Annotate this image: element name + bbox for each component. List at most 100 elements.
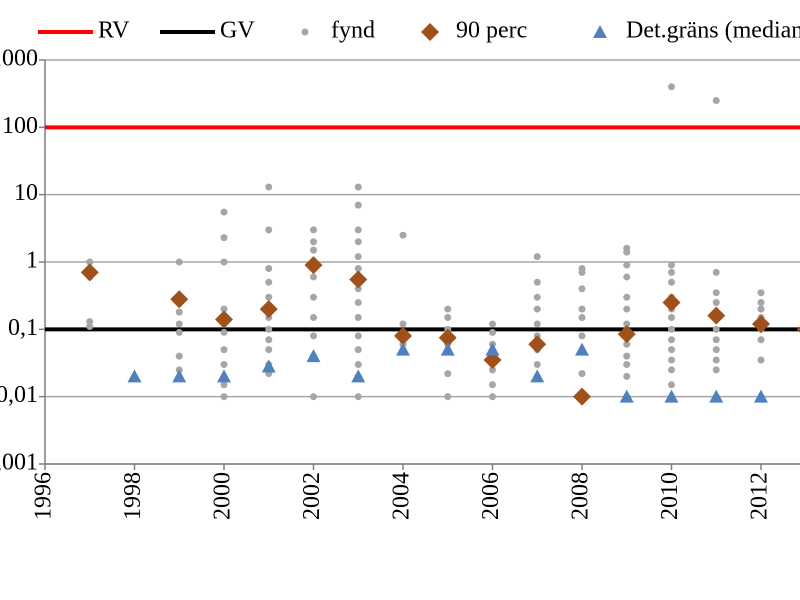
data-point: [757, 356, 765, 364]
data-point: [265, 226, 273, 234]
data-point: [578, 268, 586, 276]
data-point: [354, 393, 362, 401]
data-point: [444, 313, 452, 321]
data-point: [533, 320, 541, 328]
data-point: [578, 370, 586, 378]
data-point: [623, 340, 631, 348]
data-point: [757, 305, 765, 313]
data-point: [707, 306, 726, 325]
legend-label: fynd: [331, 18, 375, 44]
data-point: [310, 273, 317, 281]
data-point: [752, 315, 770, 334]
data-point: [754, 389, 768, 403]
data-point: [796, 326, 800, 333]
data-point: [623, 273, 631, 281]
data-point: [619, 389, 634, 403]
data-point: [668, 83, 675, 91]
data-point: [578, 332, 586, 340]
legend-swatch: [421, 23, 439, 41]
data-point: [712, 336, 720, 344]
data-point: [220, 346, 228, 354]
data-point: [259, 300, 278, 319]
data-point: [354, 238, 362, 246]
data-point: [485, 342, 500, 356]
data-point: [306, 349, 321, 363]
data-point: [310, 293, 317, 301]
data-point: [668, 366, 675, 374]
data-point: [354, 265, 362, 273]
data-point: [217, 369, 231, 383]
data-point: [396, 342, 410, 356]
data-point: [668, 336, 675, 344]
data-point: [265, 293, 273, 301]
data-point: [127, 369, 142, 383]
y-tick-label: 100: [2, 113, 38, 139]
data-point: [623, 372, 631, 380]
data-point: [351, 369, 366, 383]
data-point: [310, 238, 317, 246]
data-point: [573, 387, 591, 406]
data-point: [438, 328, 457, 347]
data-point: [220, 393, 228, 401]
data-point: [757, 336, 765, 344]
data-point: [310, 332, 317, 340]
data-point: [578, 305, 586, 313]
data-point: [623, 305, 631, 313]
data-point: [265, 325, 273, 333]
data-point: [220, 234, 228, 242]
data-point: [623, 352, 631, 360]
x-tick-label: 2010: [657, 472, 683, 520]
data-point: [668, 356, 675, 364]
data-point: [354, 299, 362, 307]
data-point: [354, 332, 362, 340]
data-point: [220, 381, 228, 389]
data-point: [489, 328, 496, 336]
data-point: [86, 323, 94, 331]
data-point: [668, 381, 675, 389]
y-tick-label: 10: [14, 180, 38, 206]
data-point: [354, 346, 362, 354]
data-point: [175, 258, 183, 266]
data-point: [310, 226, 317, 234]
data-point: [578, 285, 586, 293]
data-point: [757, 289, 765, 297]
data-point: [712, 299, 720, 307]
data-point: [668, 346, 675, 354]
data-point: [668, 313, 675, 321]
data-point: [265, 346, 273, 354]
legend-label: GV: [220, 18, 255, 44]
data-point: [394, 326, 412, 345]
data-point: [354, 285, 362, 293]
data-point: [310, 246, 317, 254]
data-point: [528, 335, 547, 354]
data-point: [175, 308, 183, 316]
data-point: [220, 305, 228, 313]
data-point: [617, 325, 636, 344]
data-point: [261, 359, 276, 373]
data-point: [310, 313, 317, 321]
x-tick-label: 2000: [210, 472, 236, 520]
data-point: [623, 361, 631, 369]
data-point: [444, 305, 452, 313]
data-point: [304, 256, 323, 275]
data-point: [220, 361, 228, 369]
data-point: [668, 261, 675, 269]
data-point: [533, 278, 541, 286]
data-point: [310, 393, 317, 401]
data-point: [220, 258, 228, 266]
legend-swatch: [301, 28, 309, 36]
data-point: [354, 253, 362, 261]
data-point: [444, 370, 452, 378]
data-point: [533, 253, 541, 261]
data-point: [354, 183, 362, 191]
data-point: [668, 278, 675, 286]
data-point: [662, 293, 681, 312]
data-point: [354, 313, 362, 321]
data-point: [668, 268, 675, 276]
x-tick-label: 2012: [747, 472, 773, 520]
data-point: [709, 389, 724, 403]
data-point: [712, 346, 720, 354]
data-point: [668, 325, 675, 333]
data-point: [444, 393, 452, 401]
